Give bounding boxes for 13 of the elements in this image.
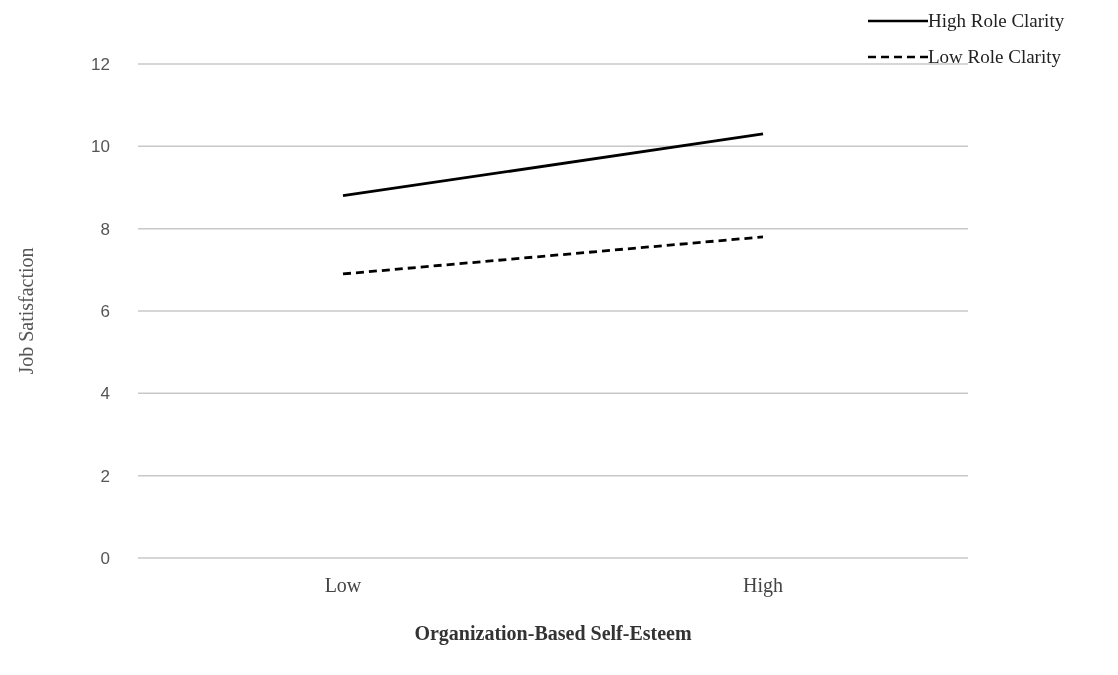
y-tick-label: 8 — [100, 219, 110, 239]
y-tick-label: 6 — [100, 302, 110, 322]
legend-label: High Role Clarity — [928, 10, 1065, 32]
y-tick-label: 0 — [100, 549, 110, 569]
y-tick-label: 4 — [100, 384, 110, 404]
y-tick-label: 2 — [100, 466, 110, 486]
x-tick-label: High — [743, 574, 783, 598]
y-tick-label: 12 — [91, 55, 110, 75]
legend-label: Low Role Clarity — [928, 46, 1061, 68]
x-tick-label: Low — [324, 574, 362, 597]
y-tick-label: 10 — [91, 137, 110, 157]
y-axis-title: Job Satisfaction — [15, 247, 38, 375]
x-axis-title: Organization-Based Self-Esteem — [414, 622, 692, 645]
